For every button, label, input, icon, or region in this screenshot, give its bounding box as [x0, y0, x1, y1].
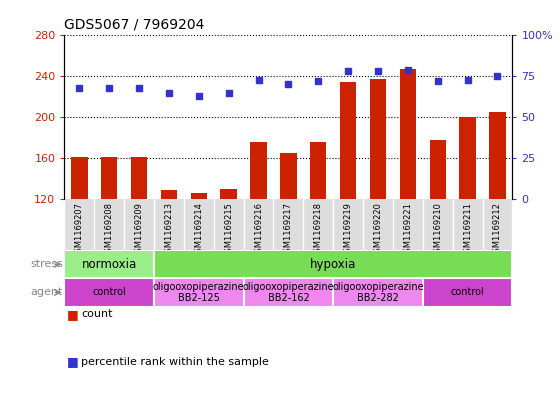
Text: agent: agent	[31, 287, 63, 298]
Text: percentile rank within the sample: percentile rank within the sample	[81, 356, 269, 367]
Bar	[459, 117, 476, 199]
Text: GSM1169221: GSM1169221	[403, 202, 412, 257]
Bar	[340, 83, 356, 199]
Bar	[489, 112, 506, 199]
Bar	[154, 250, 512, 278]
Text: ■: ■	[67, 308, 79, 321]
Text: hypoxia: hypoxia	[310, 258, 356, 271]
Text: GSM1169208: GSM1169208	[105, 202, 114, 258]
Text: GSM1169220: GSM1169220	[374, 202, 382, 257]
Text: GSM1169216: GSM1169216	[254, 202, 263, 258]
Bar	[244, 278, 333, 307]
Text: GSM1169209: GSM1169209	[134, 202, 143, 257]
Bar	[71, 157, 87, 199]
Text: count: count	[81, 309, 113, 320]
Text: GSM1169217: GSM1169217	[284, 202, 293, 258]
Bar	[161, 190, 177, 199]
Bar	[221, 189, 237, 199]
Text: GSM1169215: GSM1169215	[224, 202, 233, 257]
Text: oligooxopiperazine
BB2-282: oligooxopiperazine BB2-282	[332, 282, 424, 303]
Bar	[154, 278, 244, 307]
Bar	[333, 278, 423, 307]
Bar	[430, 140, 446, 199]
Text: ■: ■	[67, 355, 79, 368]
Text: oligooxopiperazine
BB2-162: oligooxopiperazine BB2-162	[242, 282, 334, 303]
Bar	[64, 278, 154, 307]
Bar	[310, 142, 326, 199]
Bar	[280, 153, 297, 199]
Text: control: control	[92, 287, 126, 298]
Text: GSM1169210: GSM1169210	[433, 202, 442, 257]
Bar	[423, 278, 512, 307]
Text: oligooxopiperazine
BB2-125: oligooxopiperazine BB2-125	[153, 282, 245, 303]
Text: GSM1169213: GSM1169213	[165, 202, 174, 258]
Bar	[131, 157, 147, 199]
Text: GSM1169214: GSM1169214	[194, 202, 203, 257]
Text: GSM1169211: GSM1169211	[463, 202, 472, 257]
Bar	[400, 69, 416, 199]
Bar	[250, 142, 267, 199]
Bar	[370, 79, 386, 199]
Text: GSM1169219: GSM1169219	[344, 202, 353, 257]
Text: GSM1169218: GSM1169218	[314, 202, 323, 258]
Text: control: control	[451, 287, 484, 298]
Bar	[64, 250, 154, 278]
Text: normoxia: normoxia	[82, 258, 137, 271]
Text: GDS5067 / 7969204: GDS5067 / 7969204	[64, 17, 205, 31]
Bar	[101, 157, 118, 199]
Bar	[190, 193, 207, 199]
Text: GSM1169207: GSM1169207	[75, 202, 84, 258]
Text: stress: stress	[30, 259, 63, 269]
Text: GSM1169212: GSM1169212	[493, 202, 502, 257]
